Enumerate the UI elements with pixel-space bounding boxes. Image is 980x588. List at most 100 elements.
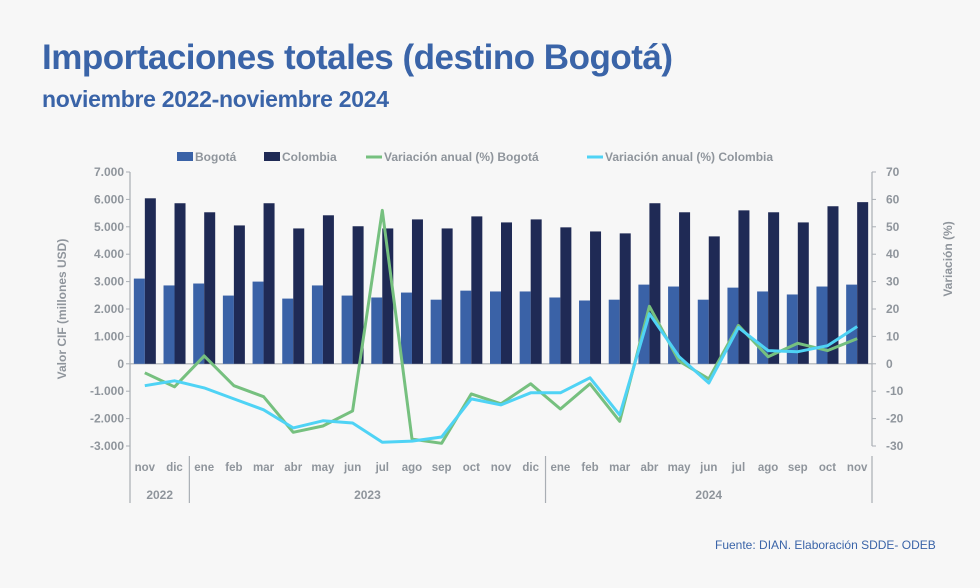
x-tick-label: sep [432,462,452,474]
bar-bogota [697,299,709,364]
bar-colombia [560,227,572,364]
legend-item-colombia-swatch [264,152,280,161]
x-tick-label: may [668,462,692,474]
bar-bogota [252,281,264,364]
bar-bogota [400,292,412,364]
x-tick-label: jun [343,462,361,474]
y-tick-label-right: -30 [886,439,904,453]
lines [144,208,859,445]
x-tick-label: nov [847,462,868,474]
legend-item-bogota-label: Bogotá [195,150,237,164]
legend: Bogotá Colombia Variación anual (%) Bogotá… [177,150,773,164]
bar-bogota [608,299,620,364]
bar-bogota [430,299,442,364]
chart-subtitle: noviembre 2022-noviembre 2024 [42,86,389,112]
x-group-label: 2024 [695,488,722,502]
bar-bogota [341,295,353,364]
x-tick-label: ago [758,462,778,474]
y-axis-title-left: Valor CIF (millones USD) [55,239,69,380]
y-tick-label-left: 6.000 [94,192,124,206]
bars [133,198,869,364]
bar-colombia [204,212,216,364]
x-tick-label: oct [819,462,836,474]
bar-bogota [727,287,739,364]
x-tick-label: ago [402,462,422,474]
x-tick-label: ene [550,462,570,474]
bar-colombia [768,212,780,364]
y-tick-label-left: -1.000 [90,384,124,398]
bar-bogota [193,283,205,364]
y-tick-label-left: 1.000 [94,329,124,343]
bar-bogota [786,294,798,364]
x-tick-label: oct [463,462,480,474]
bar-colombia [530,219,542,364]
x-tick-label: jul [731,462,745,474]
bar-colombia [174,203,186,364]
x-tick-label: sep [788,462,808,474]
y-tick-label-right: 40 [886,247,900,261]
bar-colombia [233,225,245,364]
x-tick-label: feb [225,462,242,474]
y-tick-label-left: 3.000 [94,275,124,289]
bar-colombia [322,215,334,364]
legend-item-variacion-bogota-label: Variación anual (%) Bogotá [384,150,539,164]
x-tick-label: nov [135,462,156,474]
bar-colombia [441,228,453,364]
bar-bogota [846,284,858,364]
bar-colombia [708,236,720,364]
legend-item-bogota-swatch [177,152,193,161]
x-group-label: 2022 [146,488,173,502]
y-tick-label-left: -3.000 [90,439,124,453]
bar-colombia [263,203,275,364]
y-tick-label-right: 60 [886,192,900,206]
bar-bogota [133,278,145,364]
x-tick-label: abr [284,462,302,474]
line-variacion-colombia [144,312,859,444]
x-tick-label: dic [166,462,183,474]
bar-colombia [293,228,305,364]
bar-colombia [619,233,631,364]
bar-bogota [490,291,501,364]
y-tick-label-left: 7.000 [94,165,124,179]
x-axis-labels: nov dic ene feb mar abr may jun jul ago sep oct nov d… [129,446,873,503]
bar-bogota [549,297,561,364]
y-tick-label-right: 70 [886,165,900,179]
chart-title: Importaciones totales (destino Bogotá) [42,38,673,77]
bar-bogota [371,297,383,364]
x-tick-label: abr [640,462,658,474]
bar-bogota [311,285,323,364]
y-tick-label-right: 20 [886,302,900,316]
y-tick-label-left: -2.000 [90,412,124,426]
bar-bogota [579,300,591,364]
y-tick-label-left: 2.000 [94,302,124,316]
y-tick-label-right: 30 [886,275,900,289]
bar-colombia [382,228,394,364]
bar-colombia [471,216,483,364]
bar-bogota [668,286,680,364]
x-tick-label: nov [491,462,512,474]
x-tick-label: may [311,462,335,474]
x-tick-label: dic [522,462,539,474]
bar-bogota [460,290,472,364]
y-tick-label-right: -10 [886,384,904,398]
y-tick-label-right: 0 [886,357,893,371]
x-tick-label: mar [609,462,631,474]
x-tick-label: jul [375,462,389,474]
bar-colombia [144,198,156,364]
x-tick-label: ene [194,462,214,474]
bar-bogota [163,285,175,364]
x-tick-label: feb [581,462,598,474]
bar-colombia [411,219,423,364]
y-tick-label-right: -20 [886,412,904,426]
source-note: Fuente: DIAN. Elaboración SDDE- ODEB [715,538,936,552]
bar-colombia [501,222,512,364]
bar-colombia [827,206,839,364]
bar-bogota [816,286,828,364]
y-tick-label-right: 10 [886,329,900,343]
y-tick-label-left: 0 [117,357,124,371]
bar-bogota [222,295,234,364]
legend-item-variacion-colombia-label: Variación anual (%) Colombia [605,150,773,164]
bar-colombia [649,203,661,364]
bar-colombia [590,231,602,364]
